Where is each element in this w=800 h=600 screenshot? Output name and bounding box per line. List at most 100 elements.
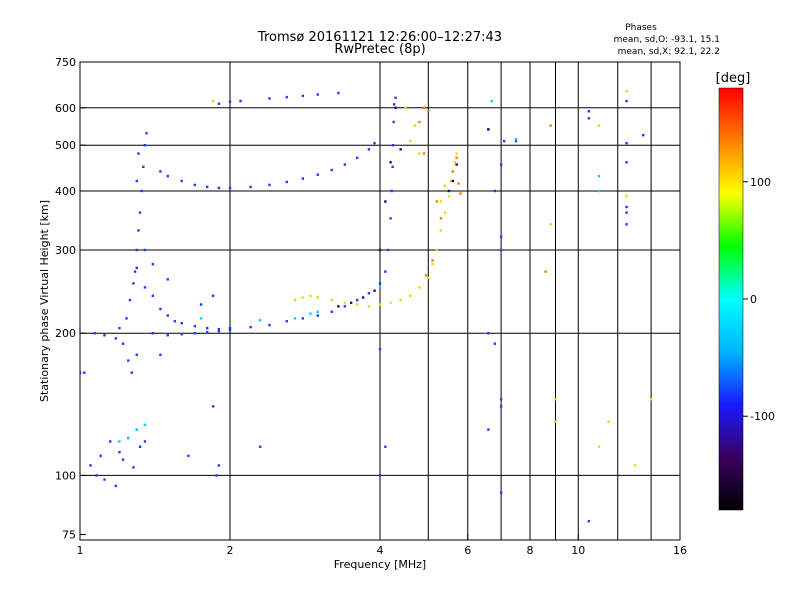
data-point <box>89 464 92 467</box>
data-point <box>554 420 557 423</box>
data-point <box>642 133 645 137</box>
data-point <box>449 179 453 183</box>
y-tick-label: 600 <box>55 102 76 115</box>
data-point <box>173 320 177 323</box>
data-point <box>93 332 96 335</box>
data-point <box>285 320 288 323</box>
data-point <box>135 179 138 183</box>
data-point <box>343 301 347 304</box>
data-point <box>268 97 271 100</box>
data-point <box>95 474 98 477</box>
data-point <box>373 289 376 292</box>
data-point <box>135 353 138 357</box>
data-point <box>625 161 628 164</box>
data-point <box>159 170 162 173</box>
data-point <box>349 301 353 304</box>
data-point <box>217 186 221 190</box>
x-tick-label: 2 <box>227 544 234 557</box>
y-axis-label: Stationary phase Virtual Height [km] <box>38 200 51 402</box>
data-point <box>330 168 333 172</box>
data-point <box>499 248 503 252</box>
data-point <box>118 326 121 330</box>
phase-stats-line-x: mean, sd,X: 92.1, 22.2 <box>618 47 720 57</box>
data-point <box>228 328 232 332</box>
data-point <box>127 359 130 362</box>
data-point <box>453 161 456 164</box>
data-point <box>487 428 490 431</box>
data-point <box>447 194 451 198</box>
y-tick-label: 750 <box>55 56 76 69</box>
data-point <box>367 148 371 151</box>
data-point <box>135 248 138 252</box>
data-point <box>455 163 458 166</box>
data-point <box>404 106 407 109</box>
x-tick-label: 1 <box>77 544 84 557</box>
data-point <box>180 321 183 325</box>
data-point <box>301 177 305 180</box>
data-point <box>99 454 102 458</box>
data-point <box>514 139 518 143</box>
data-point <box>114 337 118 340</box>
data-point <box>135 428 138 431</box>
data-point <box>121 458 125 461</box>
x-tick-label: 4 <box>377 544 384 557</box>
data-point <box>337 91 340 95</box>
data-point <box>143 286 147 289</box>
phase-stats-heading: Phases <box>625 23 657 33</box>
data-point <box>228 326 232 330</box>
data-point <box>418 120 421 124</box>
data-point <box>455 152 458 155</box>
data-point <box>394 106 397 109</box>
data-point <box>443 184 447 188</box>
data-point <box>625 223 628 226</box>
data-point <box>384 270 387 273</box>
data-point <box>180 333 183 336</box>
chart-subtitle: RwPretec (8p) <box>334 42 425 57</box>
data-point <box>330 298 333 302</box>
data-point <box>103 478 106 481</box>
data-point <box>355 298 359 302</box>
data-point <box>373 141 376 145</box>
data-point <box>554 397 557 401</box>
data-point <box>490 99 493 103</box>
data-point <box>378 286 382 289</box>
x-axis-ticks: 1 2 4 6 8 10 16 <box>77 534 687 557</box>
data-point <box>316 93 319 96</box>
data-point <box>135 266 138 270</box>
data-point <box>587 110 591 113</box>
data-point <box>217 329 221 333</box>
data-point <box>392 120 395 124</box>
data-point <box>143 248 147 252</box>
data-point <box>424 274 428 277</box>
colorbar-tick-label: -100 <box>750 410 775 423</box>
data-point <box>499 405 503 408</box>
data-point <box>143 423 147 426</box>
data-point <box>493 342 497 345</box>
data-point <box>121 342 125 345</box>
data-point <box>205 185 209 189</box>
data-point <box>587 520 591 523</box>
data-point <box>118 450 121 454</box>
data-point <box>187 454 190 458</box>
y-tick-label: 400 <box>55 185 76 198</box>
data-point <box>103 334 106 337</box>
data-point <box>399 298 402 302</box>
data-point <box>193 324 197 328</box>
data-point <box>649 397 653 401</box>
data-point <box>211 405 215 408</box>
y-tick-label: 300 <box>55 244 76 257</box>
data-point <box>130 371 133 374</box>
data-point <box>607 420 610 423</box>
x-tick-label: 6 <box>464 544 471 557</box>
data-point <box>394 96 397 99</box>
x-tick-label: 16 <box>673 544 687 557</box>
grid-layer <box>80 62 680 540</box>
data-point <box>316 310 319 313</box>
data-point <box>166 314 169 317</box>
data-point <box>293 298 297 302</box>
data-point <box>316 296 319 299</box>
data-point <box>427 276 430 279</box>
data-point <box>166 278 169 281</box>
data-point <box>205 330 209 334</box>
data-point <box>337 305 340 308</box>
